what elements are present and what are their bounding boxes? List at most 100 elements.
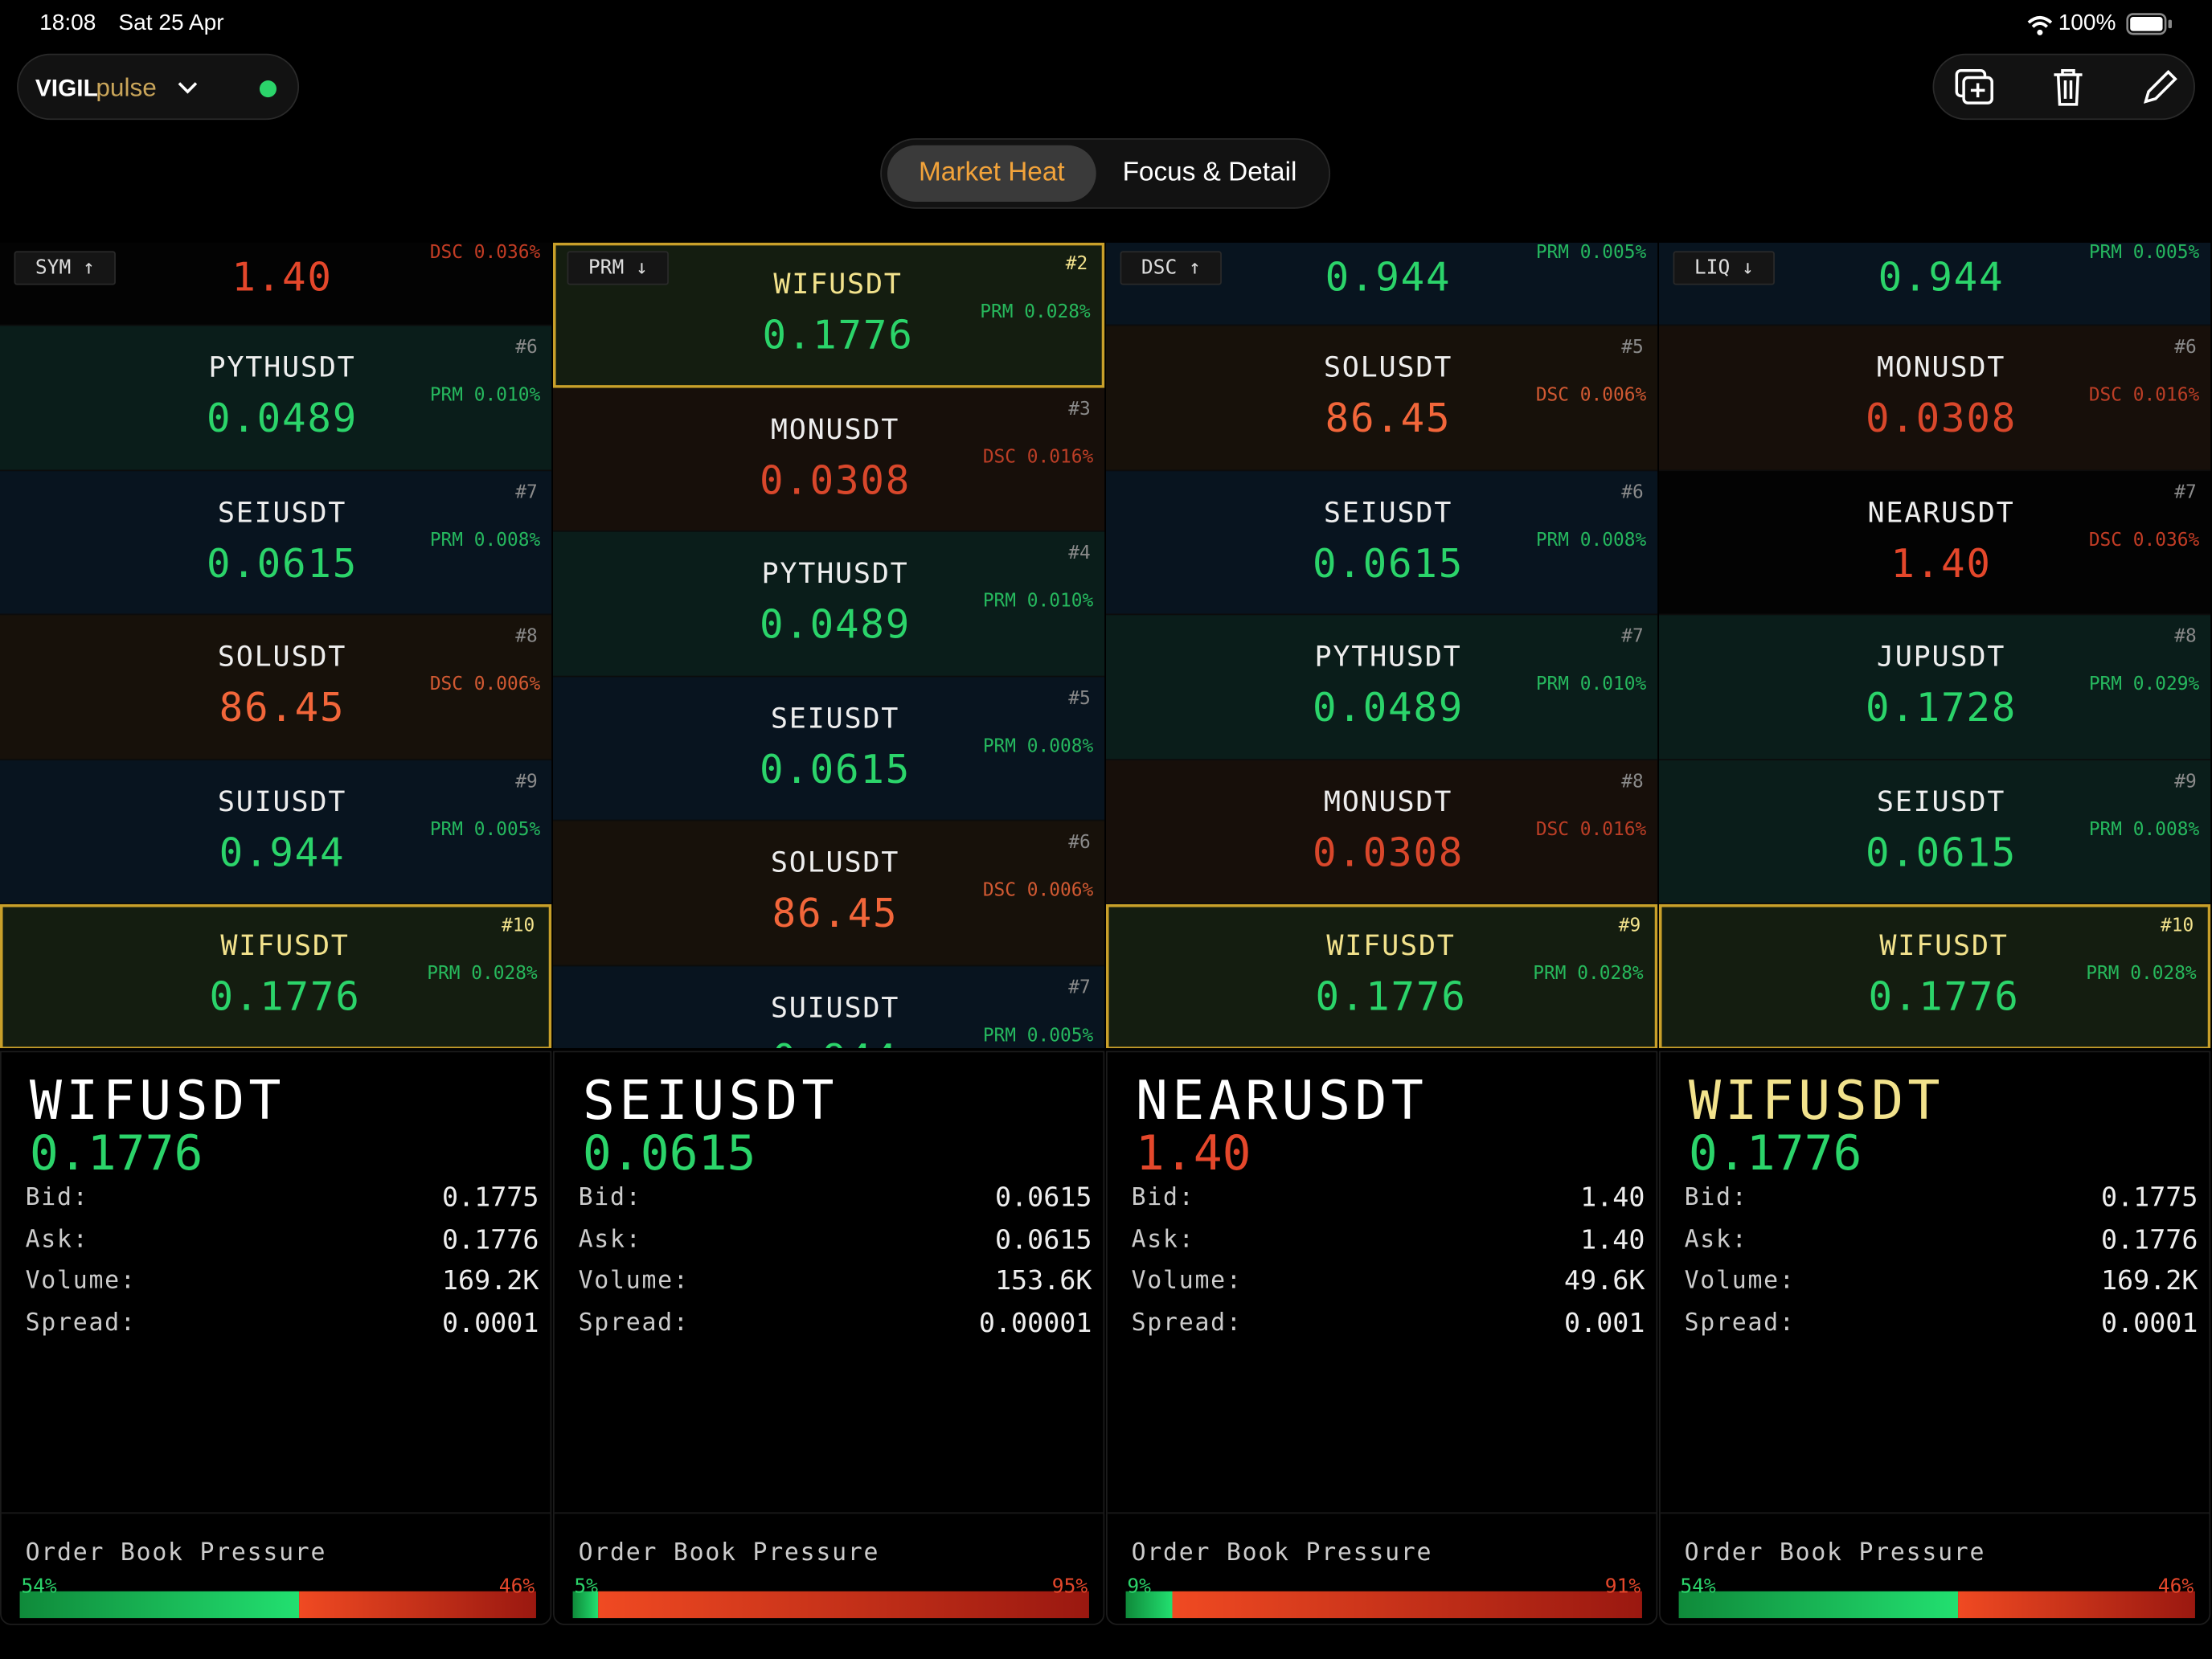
detail-label: Ask:	[25, 1225, 89, 1254]
ticker-rank: #7	[1621, 626, 1644, 648]
ticker-rank: #8	[515, 626, 538, 648]
sort-badge[interactable]: LIQ ↓	[1673, 251, 1776, 285]
ticker-symbol: MONUSDT	[770, 411, 900, 445]
ticker-tile[interactable]: WIFUSDT 0.1776 PRM 0.028% #9	[1106, 904, 1658, 1049]
ticker-tile[interactable]: NEARUSDT 1.40 DSC 0.036% #7	[1659, 470, 2211, 616]
tab[interactable]: Market Heat	[887, 145, 1096, 202]
detail-symbol: WIFUSDT	[1688, 1069, 1944, 1132]
ticker-tile[interactable]: PYTHUSDT 0.0489 PRM 0.010% #4	[553, 531, 1105, 677]
ticker-price: 0.1728	[1865, 684, 2017, 731]
detail-value: 1.40	[1580, 1182, 1645, 1214]
divider	[1660, 1512, 2210, 1514]
ticker-symbol: SEIUSDT	[1323, 494, 1453, 529]
add-panel-button[interactable]	[1951, 68, 1996, 107]
detail-label: Bid:	[1684, 1183, 1748, 1212]
ticker-tag: PRM 0.005%	[1535, 242, 1647, 264]
buy-label: 9%	[1127, 1575, 1151, 1599]
ticker-price: 86.45	[772, 890, 899, 937]
ticker-price: 1.40	[1890, 539, 1992, 587]
detail-label: Spread:	[1131, 1308, 1243, 1337]
view-tabs: Market Heat Focus & Detail	[880, 138, 1331, 209]
ticker-tag: PRM 0.028%	[1533, 963, 1644, 985]
detail-label: Bid:	[578, 1183, 642, 1212]
ticker-tag: DSC 0.016%	[2088, 385, 2200, 407]
sort-badge[interactable]: DSC ↑	[1120, 251, 1223, 285]
ticker-tile[interactable]: MONUSDT 0.0308 DSC 0.016% #6	[1659, 326, 2211, 471]
pressure-bar	[1678, 1591, 2195, 1619]
ticker-rank: #7	[1068, 977, 1091, 998]
ticker-price: 0.0308	[759, 456, 911, 503]
ticker-tag: PRM 0.008%	[429, 530, 541, 551]
ticker-tile[interactable]: MONUSDT 0.0308 DSC 0.016% #3	[553, 387, 1105, 532]
sort-badge[interactable]: PRM ↓	[567, 251, 670, 285]
ticker-tile[interactable]: WIFUSDT 0.1776 PRM 0.028% #10	[1659, 904, 2211, 1049]
buy-pressure	[1678, 1591, 1958, 1619]
detail-value: 49.6K	[1564, 1265, 1645, 1296]
battery-icon	[2126, 13, 2172, 35]
sell-pressure	[1172, 1591, 1642, 1619]
divider	[1, 1512, 551, 1514]
detail-value: 0.1776	[2100, 1223, 2198, 1256]
ticker-tile[interactable]: SEIUSDT 0.0615 PRM 0.008% #6	[1106, 470, 1658, 616]
ticker-tile[interactable]: WIFUSDT 0.1776 PRM 0.028% #10	[0, 904, 552, 1049]
status-time: 18:08	[39, 11, 96, 35]
ticker-rank: #9	[1618, 916, 1641, 937]
ticker-price: 0.944	[1878, 253, 2005, 301]
ticker-price: 86.45	[1325, 395, 1452, 442]
ticker-symbol: SOLUSDT	[1323, 350, 1453, 384]
heat-column: 1.40 DSC 0.036% PYTHUSDT 0.0489 PRM 0.010% #6…	[0, 242, 552, 1049]
buy-label: 54%	[1680, 1575, 1716, 1599]
detail-symbol: NEARUSDT	[1135, 1069, 1428, 1132]
ticker-tile[interactable]: SEIUSDT 0.0615 PRM 0.008% #5	[553, 676, 1105, 821]
tab[interactable]: Focus & Detail	[1122, 158, 1297, 188]
ticker-tile[interactable]: SUIUSDT 0.944 PRM 0.005% #9	[0, 760, 552, 905]
ticker-tag: PRM 0.028%	[2086, 963, 2197, 985]
ticker-price: 1.40	[231, 253, 333, 301]
ticker-tile[interactable]: PYTHUSDT 0.0489 PRM 0.010% #6	[0, 326, 552, 471]
buy-label: 5%	[574, 1575, 598, 1599]
detail-value: 0.00001	[978, 1307, 1092, 1338]
delete-button[interactable]	[2050, 66, 2087, 109]
sell-label: 95%	[1051, 1575, 1088, 1599]
ticker-tile[interactable]: SOLUSDT 86.45 DSC 0.006% #8	[0, 615, 552, 760]
ticker-tile[interactable]: SEIUSDT 0.0615 PRM 0.008% #7	[0, 470, 552, 616]
buy-pressure	[572, 1591, 599, 1619]
ticker-tile[interactable]: SOLUSDT 86.45 DSC 0.006% #5	[1106, 326, 1658, 471]
detail-label: Spread:	[1684, 1308, 1796, 1337]
pressure-title: Order Book Pressure	[25, 1538, 327, 1567]
buy-pressure	[1125, 1591, 1173, 1619]
heat-column: 0.944 PRM 0.005% SOLUSDT 86.45 DSC 0.006% #5 S…	[1106, 242, 1658, 1049]
sort-badge[interactable]: SYM ↑	[14, 251, 117, 285]
ticker-symbol: SUIUSDT	[217, 783, 347, 818]
edit-button[interactable]	[2140, 68, 2179, 107]
ticker-tile[interactable]: JUPUSDT 0.1728 PRM 0.029% #8	[1659, 615, 2211, 760]
sell-label: 46%	[498, 1575, 535, 1599]
ticker-rank: #9	[2174, 771, 2197, 793]
ticker-tile[interactable]: MONUSDT 0.0308 DSC 0.016% #8	[1106, 760, 1658, 905]
detail-price: 1.40	[1135, 1125, 1251, 1182]
detail-label: Spread:	[25, 1308, 137, 1337]
sell-pressure	[1957, 1591, 2195, 1619]
ticker-symbol: WIFUSDT	[220, 928, 350, 962]
ticker-tile[interactable]: PYTHUSDT 0.0489 PRM 0.010% #7	[1106, 615, 1658, 760]
ticker-symbol: PYTHUSDT	[761, 555, 909, 590]
ticker-tile[interactable]: SEIUSDT 0.0615 PRM 0.008% #9	[1659, 760, 2211, 905]
ticker-tag: DSC 0.016%	[1535, 818, 1647, 841]
pressure-bar	[572, 1591, 1089, 1619]
ticker-rank: #6	[515, 337, 538, 358]
sell-pressure	[298, 1591, 536, 1619]
workspace-switcher[interactable]: VIGIL pulse	[17, 53, 300, 121]
detail-price: 0.1776	[29, 1125, 203, 1182]
ticker-tile[interactable]: SOLUSDT 86.45 DSC 0.006% #6	[553, 821, 1105, 966]
ticker-rank: #2	[1065, 253, 1088, 276]
heat-column: WIFUSDT 0.1776 PRM 0.028% #2 MONUSDT 0.0308 DS…	[553, 242, 1105, 1049]
detail-value: 0.1776	[441, 1223, 539, 1256]
battery-percent: 100%	[2058, 11, 2116, 35]
buy-pressure	[19, 1591, 299, 1619]
detail-panel: SEIUSDT 0.0615 Bid: 0.0615 Ask: 0.0615 Volume:…	[553, 1051, 1105, 1625]
ticker-symbol: MONUSDT	[1323, 783, 1453, 818]
ticker-symbol: SEIUSDT	[217, 494, 347, 529]
sell-label: 46%	[2157, 1575, 2194, 1599]
pressure-title: Order Book Pressure	[1131, 1538, 1433, 1567]
